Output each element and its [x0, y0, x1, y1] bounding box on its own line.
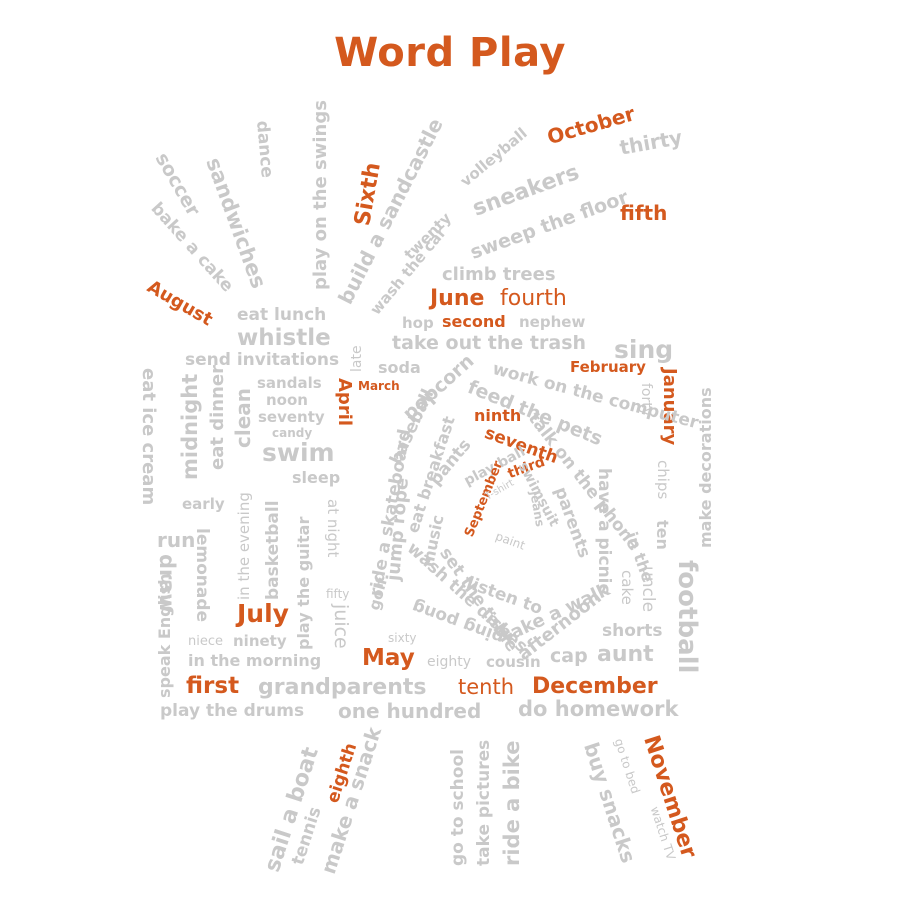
- word-play-on-the-swings: play on the swings: [310, 100, 331, 290]
- word-fifth: fifth: [620, 201, 668, 225]
- word-sandals: sandals: [257, 374, 322, 392]
- word-second: second: [442, 312, 506, 331]
- word-lemonade: lemonade: [192, 528, 212, 623]
- word-in-the-morning: in the morning: [188, 651, 322, 670]
- word-soda: soda: [378, 358, 421, 377]
- word-march: March: [358, 379, 400, 393]
- word-thirty: thirty: [617, 125, 684, 160]
- word-eat-dinner: eat dinner: [207, 365, 228, 470]
- word-midnight: midnight: [178, 373, 202, 480]
- word-seventy: seventy: [258, 408, 325, 426]
- word-hop: hop: [402, 314, 434, 332]
- word-paint: paint: [493, 529, 528, 553]
- word-run: run: [157, 528, 196, 552]
- word-july: July: [237, 599, 289, 628]
- word-clean: clean: [231, 387, 255, 448]
- word-at-night: at night: [324, 499, 342, 558]
- word-take-out-the-trash: take out the trash: [392, 332, 587, 354]
- word-december: December: [532, 674, 658, 699]
- word-dance: dance: [252, 119, 277, 179]
- word-football: football: [672, 560, 702, 674]
- word-juice: juice: [330, 604, 352, 649]
- word-aunt: aunt: [597, 642, 654, 667]
- word-noon: noon: [266, 391, 308, 409]
- word-make-decorations: make decorations: [696, 387, 715, 548]
- word-ten: ten: [653, 520, 672, 550]
- word-tenth: tenth: [458, 675, 515, 699]
- word-swim: swim: [262, 438, 335, 467]
- word-ride-a-bike: ride a bike: [500, 740, 524, 867]
- word-sing: sing: [614, 335, 674, 364]
- word-february: February: [570, 358, 646, 376]
- word-april: April: [334, 378, 355, 427]
- word-do-homework: do homework: [518, 697, 679, 721]
- word-sleep: sleep: [292, 468, 341, 487]
- page-title: Word Play: [334, 30, 566, 76]
- word-cousin: cousin: [486, 653, 541, 671]
- word-uncle: uncle: [638, 566, 658, 613]
- word-late: late: [349, 345, 365, 372]
- word-eat-ice-cream: eat ice cream: [138, 368, 159, 506]
- word-have-a-picnic: have a picnic: [594, 468, 614, 594]
- word-nephew: nephew: [519, 313, 586, 331]
- word-august: August: [143, 276, 217, 331]
- word-ninety: ninety: [233, 632, 287, 650]
- word-fourth: fourth: [500, 286, 567, 311]
- word-grandparents: grandparents: [258, 675, 427, 700]
- word-candy: candy: [272, 426, 313, 440]
- word-niece: niece: [188, 634, 223, 649]
- word-eat-lunch: eat lunch: [237, 305, 327, 325]
- word-may: May: [362, 645, 415, 671]
- word-ninth: ninth: [474, 406, 522, 425]
- word-fifty: fifty: [326, 587, 350, 601]
- word-sixty: sixty: [388, 631, 417, 645]
- word-basketball: basketball: [263, 500, 283, 600]
- word-early: early: [182, 495, 225, 513]
- word-climb-trees: climb trees: [442, 264, 556, 285]
- word-shorts: shorts: [602, 621, 663, 641]
- word-take-pictures: take pictures: [474, 739, 494, 866]
- word-cake: cake: [618, 570, 636, 605]
- word-send-invitations: send invitations: [185, 350, 340, 370]
- word-whistle: whistle: [237, 325, 331, 351]
- word-play-the-drums: play the drums: [160, 701, 305, 721]
- word-one-hundred: one hundred: [338, 699, 482, 723]
- word-chips: chips: [654, 460, 672, 500]
- word-first: first: [186, 673, 240, 699]
- word-in-the-evening: in the evening: [235, 492, 253, 600]
- word-speak-english: speak English: [155, 573, 174, 699]
- word-go-to-school: go to school: [448, 749, 468, 866]
- word-forty: forty: [638, 383, 654, 417]
- word-eighty: eighty: [427, 654, 472, 670]
- word-june: June: [430, 286, 485, 311]
- word-cap: cap: [550, 645, 588, 667]
- word-play-the-guitar: play the guitar: [294, 516, 313, 650]
